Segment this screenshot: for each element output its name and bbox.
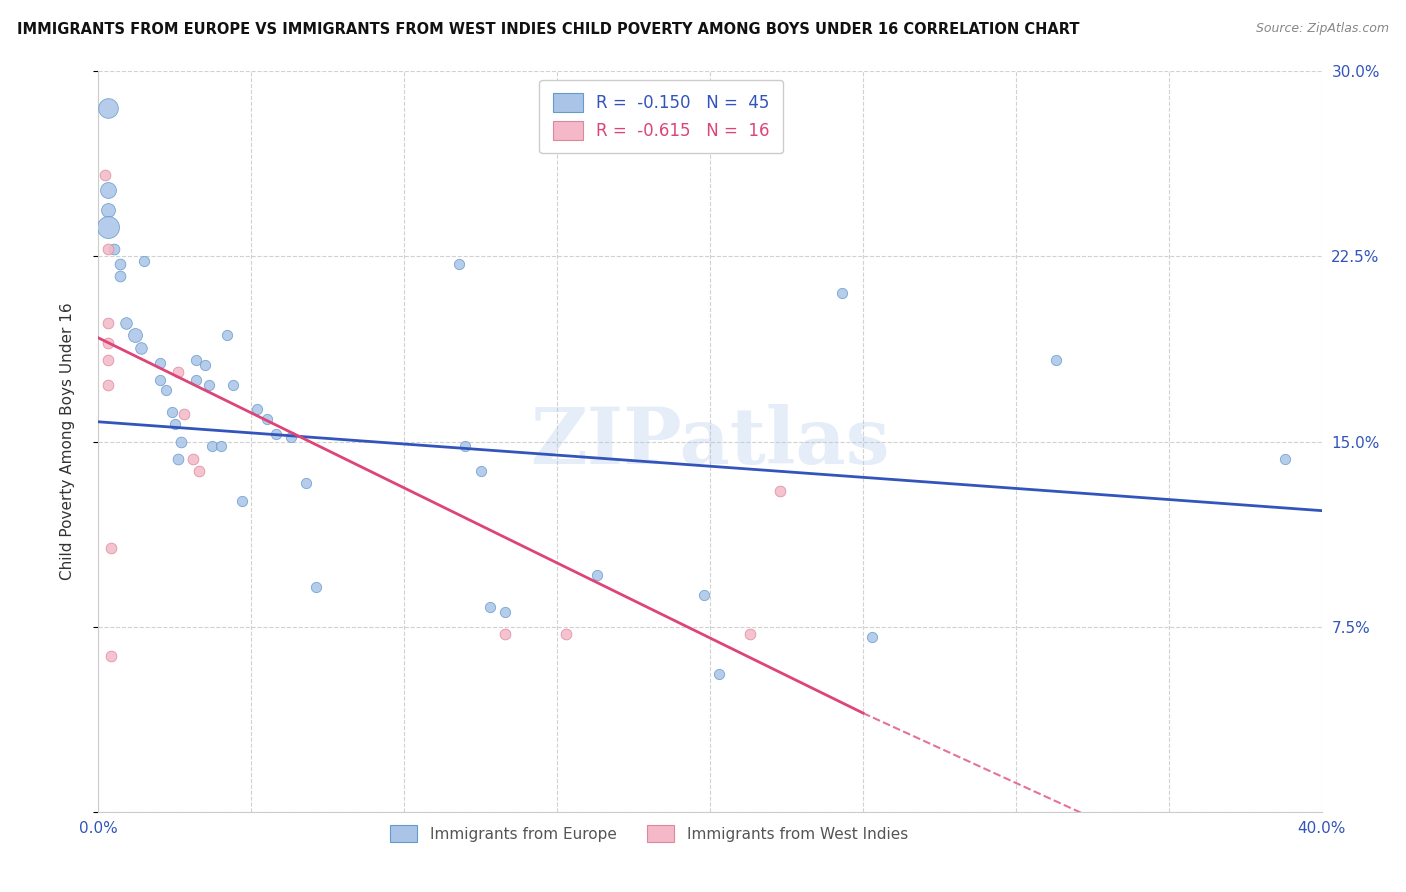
Point bbox=[1274, 451, 1296, 466]
Point bbox=[555, 627, 578, 641]
Point bbox=[97, 242, 120, 256]
Point bbox=[256, 412, 278, 426]
Point bbox=[188, 464, 211, 478]
Point bbox=[173, 408, 195, 422]
Point bbox=[197, 377, 219, 392]
Point bbox=[108, 269, 131, 284]
Point bbox=[124, 328, 146, 343]
Point bbox=[97, 183, 120, 197]
Point bbox=[738, 627, 761, 641]
Point bbox=[709, 666, 731, 681]
Point bbox=[97, 316, 120, 330]
Point bbox=[494, 605, 516, 619]
Point bbox=[167, 451, 190, 466]
Point bbox=[494, 627, 516, 641]
Point bbox=[1045, 353, 1067, 368]
Point bbox=[97, 102, 120, 116]
Point bbox=[215, 328, 238, 343]
Point bbox=[100, 541, 122, 555]
Point bbox=[129, 341, 152, 355]
Point bbox=[186, 373, 208, 387]
Point bbox=[155, 383, 177, 397]
Point bbox=[186, 353, 208, 368]
Point bbox=[100, 649, 122, 664]
Point bbox=[194, 358, 217, 372]
Text: ZIPatlas: ZIPatlas bbox=[530, 403, 890, 480]
Point bbox=[149, 355, 172, 369]
Point bbox=[454, 440, 477, 454]
Point bbox=[831, 286, 853, 301]
Point bbox=[160, 405, 183, 419]
Point bbox=[586, 567, 609, 582]
Point bbox=[115, 316, 138, 330]
Point bbox=[103, 242, 125, 256]
Text: IMMIGRANTS FROM EUROPE VS IMMIGRANTS FROM WEST INDIES CHILD POVERTY AMONG BOYS U: IMMIGRANTS FROM EUROPE VS IMMIGRANTS FRO… bbox=[17, 22, 1080, 37]
Legend: Immigrants from Europe, Immigrants from West Indies: Immigrants from Europe, Immigrants from … bbox=[384, 819, 914, 848]
Point bbox=[97, 219, 120, 234]
Point bbox=[170, 434, 193, 449]
Point bbox=[163, 417, 186, 432]
Point bbox=[860, 630, 883, 644]
Point bbox=[200, 440, 222, 454]
Point bbox=[449, 257, 471, 271]
Point bbox=[108, 257, 131, 271]
Point bbox=[167, 366, 190, 380]
Point bbox=[264, 427, 287, 442]
Point bbox=[97, 335, 120, 350]
Y-axis label: Child Poverty Among Boys Under 16: Child Poverty Among Boys Under 16 bbox=[60, 302, 75, 581]
Point bbox=[134, 254, 156, 268]
Point bbox=[97, 202, 120, 217]
Point bbox=[280, 429, 302, 443]
Point bbox=[231, 493, 253, 508]
Point bbox=[304, 580, 326, 594]
Point bbox=[97, 353, 120, 368]
Point bbox=[470, 464, 492, 478]
Point bbox=[246, 402, 269, 417]
Point bbox=[222, 377, 245, 392]
Text: Source: ZipAtlas.com: Source: ZipAtlas.com bbox=[1256, 22, 1389, 36]
Point bbox=[295, 476, 318, 491]
Point bbox=[149, 373, 172, 387]
Point bbox=[769, 483, 792, 498]
Point bbox=[478, 599, 501, 614]
Point bbox=[93, 168, 115, 182]
Point bbox=[693, 588, 716, 602]
Point bbox=[181, 451, 204, 466]
Point bbox=[97, 377, 120, 392]
Point bbox=[209, 440, 232, 454]
